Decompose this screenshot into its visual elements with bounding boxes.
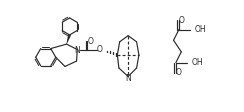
Text: O: O [87, 36, 93, 45]
Text: O: O [179, 16, 185, 25]
Text: O: O [176, 68, 182, 77]
Polygon shape [66, 35, 71, 45]
Text: N: N [74, 46, 80, 55]
Text: OH: OH [191, 58, 203, 67]
Text: O: O [97, 45, 103, 54]
Text: OH: OH [194, 25, 206, 34]
Text: N: N [125, 73, 131, 82]
